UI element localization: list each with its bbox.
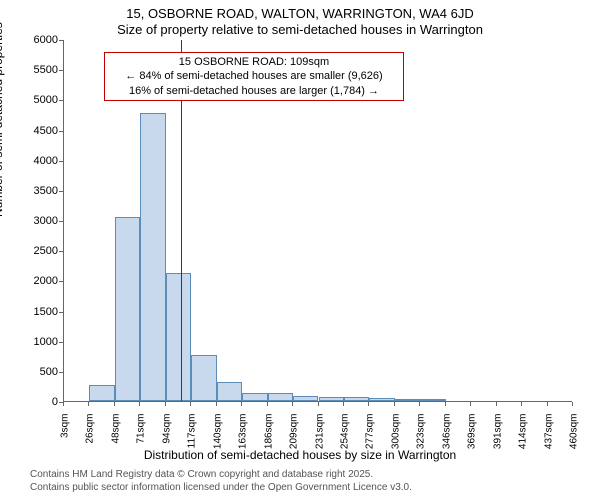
chart-title-line2: Size of property relative to semi-detach… — [0, 22, 600, 37]
histogram-bar — [319, 397, 344, 401]
histogram-bar — [89, 385, 114, 401]
x-tick-label: 163sqm — [238, 414, 249, 464]
histogram-bar — [140, 113, 165, 401]
x-tick-label: 346sqm — [441, 414, 452, 464]
x-tick-mark — [368, 402, 369, 406]
x-tick-label: 231sqm — [314, 414, 325, 464]
x-tick-label: 3sqm — [60, 414, 71, 464]
x-tick-mark — [445, 402, 446, 406]
chart-container: 15, OSBORNE ROAD, WALTON, WARRINGTON, WA… — [0, 0, 600, 500]
x-tick-label: 300sqm — [390, 414, 401, 464]
x-tick-label: 71sqm — [136, 414, 147, 464]
x-tick-label: 323sqm — [416, 414, 427, 464]
x-tick-label: 369sqm — [467, 414, 478, 464]
x-tick-label: 140sqm — [212, 414, 223, 464]
x-tick-label: 254sqm — [339, 414, 350, 464]
x-tick-mark — [114, 402, 115, 406]
histogram-bar — [268, 393, 293, 401]
x-tick-mark — [241, 402, 242, 406]
histogram-bar — [344, 397, 369, 401]
x-tick-mark — [547, 402, 548, 406]
footer-line1: Contains HM Land Registry data © Crown c… — [30, 468, 412, 481]
chart-title-line1: 15, OSBORNE ROAD, WALTON, WARRINGTON, WA… — [0, 6, 600, 21]
y-tick-label: 4500 — [8, 126, 58, 137]
x-tick-label: 391sqm — [492, 414, 503, 464]
x-tick-mark — [572, 402, 573, 406]
y-tick-label: 4000 — [8, 156, 58, 167]
x-tick-mark — [521, 402, 522, 406]
x-tick-label: 437sqm — [543, 414, 554, 464]
histogram-bar — [166, 273, 191, 402]
footer-text: Contains HM Land Registry data © Crown c… — [30, 468, 412, 494]
y-tick-label: 5500 — [8, 65, 58, 76]
x-tick-mark — [190, 402, 191, 406]
y-tick-label: 3000 — [8, 216, 58, 227]
y-tick-label: 1000 — [8, 337, 58, 348]
histogram-bar — [242, 393, 267, 401]
x-tick-mark — [267, 402, 268, 406]
y-tick-label: 0 — [8, 397, 58, 408]
x-tick-mark — [394, 402, 395, 406]
x-tick-mark — [318, 402, 319, 406]
y-tick-label: 3500 — [8, 186, 58, 197]
y-tick-label: 6000 — [8, 35, 58, 46]
y-tick-label: 1500 — [8, 307, 58, 318]
y-axis-label: Number of semi-detached properties — [0, 22, 5, 217]
annotation-line2: ← 84% of semi-detached houses are smalle… — [109, 69, 399, 83]
annotation-line3: 16% of semi-detached houses are larger (… — [109, 84, 399, 98]
histogram-bar — [217, 382, 242, 401]
x-tick-mark — [139, 402, 140, 406]
x-tick-label: 186sqm — [263, 414, 274, 464]
histogram-bar — [420, 399, 445, 401]
y-tick-label: 2500 — [8, 246, 58, 257]
histogram-bar — [293, 396, 318, 401]
histogram-bar — [369, 398, 394, 401]
y-tick-label: 500 — [8, 367, 58, 378]
y-tick-label: 5000 — [8, 95, 58, 106]
x-tick-label: 117sqm — [187, 414, 198, 464]
x-tick-mark — [343, 402, 344, 406]
x-tick-label: 48sqm — [110, 414, 121, 464]
x-tick-label: 277sqm — [365, 414, 376, 464]
x-tick-mark — [63, 402, 64, 406]
x-tick-label: 94sqm — [161, 414, 172, 464]
x-tick-mark — [292, 402, 293, 406]
x-tick-mark — [496, 402, 497, 406]
x-tick-label: 209sqm — [289, 414, 300, 464]
x-tick-mark — [419, 402, 420, 406]
x-tick-mark — [88, 402, 89, 406]
footer-line2: Contains public sector information licen… — [30, 481, 412, 494]
x-tick-mark — [165, 402, 166, 406]
x-tick-label: 26sqm — [85, 414, 96, 464]
x-tick-label: 414sqm — [518, 414, 529, 464]
y-tick-label: 2000 — [8, 276, 58, 287]
x-tick-mark — [216, 402, 217, 406]
annotation-box: 15 OSBORNE ROAD: 109sqm ← 84% of semi-de… — [104, 52, 404, 101]
histogram-bar — [191, 355, 216, 401]
x-tick-mark — [470, 402, 471, 406]
x-tick-label: 460sqm — [569, 414, 580, 464]
histogram-bar — [395, 399, 420, 401]
histogram-bar — [115, 217, 140, 401]
plot-area: 15 OSBORNE ROAD: 109sqm ← 84% of semi-de… — [63, 40, 572, 402]
annotation-line1: 15 OSBORNE ROAD: 109sqm — [109, 55, 399, 69]
